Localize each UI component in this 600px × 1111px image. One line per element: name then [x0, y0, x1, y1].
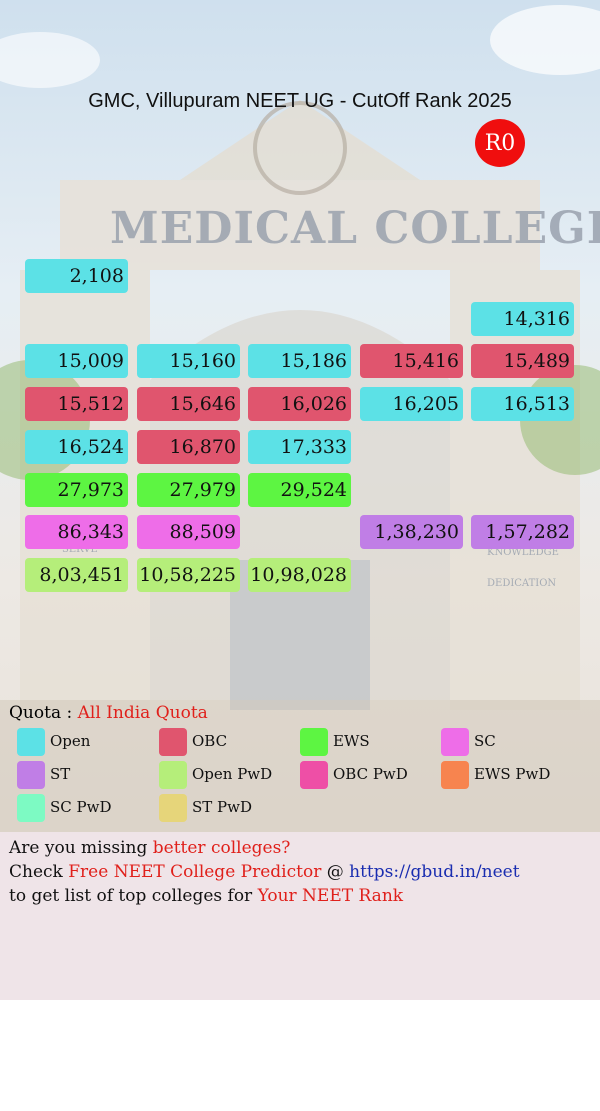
cutoff-cell: 88,509	[137, 515, 240, 550]
legend-swatch	[300, 728, 328, 756]
cutoff-cell: 15,009	[25, 344, 128, 379]
cutoff-cell: 15,489	[471, 344, 574, 379]
cutoff-cell: 15,512	[25, 387, 128, 422]
cutoff-cell: 16,870	[137, 429, 240, 464]
quota: Quota : All India Quota	[9, 703, 208, 723]
cutoff-cell: 16,513	[471, 387, 574, 422]
footer-text: Your NEET Rank	[257, 886, 404, 906]
cutoff-cell: 10,58,225	[137, 557, 240, 592]
quota-label: Quota :	[9, 703, 73, 723]
legend-swatch	[159, 761, 187, 789]
background-text: DEDICATION	[487, 578, 557, 589]
round-badge: R0	[475, 119, 525, 167]
legend-label: Open PwD	[192, 765, 273, 783]
cutoff-cell: 1,38,230	[360, 515, 463, 550]
legend-label: ST	[50, 765, 71, 783]
legend-label: OBC PwD	[333, 765, 408, 783]
cutoff-cell: 1,57,282	[471, 515, 574, 550]
cutoff-cell: 29,524	[248, 472, 351, 507]
cutoff-cell: 27,979	[137, 472, 240, 507]
legend-swatch	[17, 794, 45, 822]
footer-line: to get list of top colleges for Your NEE…	[9, 886, 403, 906]
legend-label: Open	[50, 732, 91, 750]
footer-line: Are you missing better colleges?	[9, 838, 290, 858]
footer-text: @	[321, 862, 350, 882]
cutoff-cell: 17,333	[248, 429, 351, 464]
cutoff-cell: 16,026	[248, 387, 351, 422]
legend-label: OBC	[192, 732, 228, 750]
title: GMC, Villupuram NEET UG - CutOff Rank 20…	[88, 90, 512, 112]
cutoff-cell: 8,03,451	[25, 557, 128, 592]
cutoff-cell: 15,186	[248, 344, 351, 379]
footer-text: https://gbud.in/neet	[349, 862, 520, 882]
cutoff-cell: 15,160	[137, 344, 240, 379]
footer-text: to get list of top colleges for	[9, 886, 258, 906]
footer-text: better colleges?	[152, 838, 291, 858]
legend-swatch	[441, 728, 469, 756]
cutoff-cell: 27,973	[25, 472, 128, 507]
legend-swatch	[300, 761, 328, 789]
cutoff-cell: 10,98,028	[248, 557, 351, 592]
footer-text: Are you missing	[9, 838, 153, 858]
background-text: SERVE	[62, 544, 98, 555]
cutoff-cell: 15,646	[137, 387, 240, 422]
legend-label: SC PwD	[50, 798, 112, 816]
legend-label: SC	[474, 732, 496, 750]
legend-label: ST PwD	[192, 798, 253, 816]
legend-swatch	[17, 728, 45, 756]
quota-value: All India Quota	[77, 703, 208, 723]
cutoff-cell: 16,524	[25, 429, 128, 464]
cutoff-cell: 14,316	[471, 301, 574, 336]
background-text: MEDICAL COLLEGE	[110, 203, 600, 254]
legend-swatch	[441, 761, 469, 789]
footer-text: Check	[9, 862, 69, 882]
legend-swatch	[17, 761, 45, 789]
cutoff-cell: 86,343	[25, 515, 128, 550]
footer-text: Free NEET College Predictor	[68, 862, 322, 882]
legend-label: EWS PwD	[474, 765, 551, 783]
legend-swatch	[159, 728, 187, 756]
footer-line: Check Free NEET College Predictor @ http…	[9, 862, 520, 882]
cutoff-cell: 15,416	[360, 344, 463, 379]
legend-label: EWS	[333, 732, 370, 750]
cutoff-cell: 2,108	[25, 259, 128, 293]
cutoff-cell: 16,205	[360, 387, 463, 422]
legend-swatch	[159, 794, 187, 822]
footer: Are you missing better colleges? Check Fr…	[0, 832, 600, 1000]
background-text: KNOWLEDGE	[487, 547, 559, 558]
